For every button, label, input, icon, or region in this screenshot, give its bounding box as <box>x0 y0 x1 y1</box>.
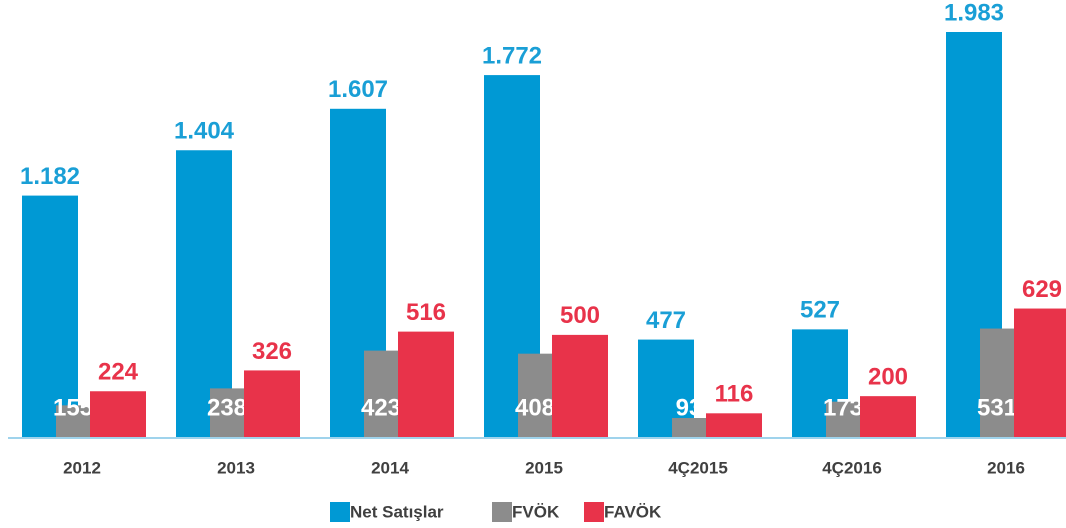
data-label: 238 <box>207 394 247 421</box>
data-label: 200 <box>868 363 908 390</box>
legend-swatch <box>330 502 350 522</box>
x-tick-label: 4Ç2016 <box>822 458 882 477</box>
legend-label: Net Satışlar <box>350 502 444 521</box>
data-label: 516 <box>406 299 446 326</box>
legend-label: FVÖK <box>512 502 560 521</box>
data-label: 1.772 <box>482 42 542 69</box>
legend-swatch <box>492 502 512 522</box>
x-tick-label: 4Ç2015 <box>668 458 728 477</box>
x-tick-label: 2014 <box>371 458 409 477</box>
data-label: 1.182 <box>20 163 80 190</box>
x-tick-label: 2013 <box>217 458 255 477</box>
bar <box>244 370 300 437</box>
bar <box>980 328 1014 437</box>
data-label: 1.404 <box>174 118 235 145</box>
bar <box>1014 308 1066 437</box>
data-label: 629 <box>1022 276 1062 303</box>
data-label: 1.983 <box>944 0 1004 26</box>
bar <box>860 396 916 437</box>
x-tick-label: 2012 <box>63 458 101 477</box>
bar <box>90 391 146 437</box>
data-label: 1.607 <box>328 76 388 103</box>
data-label: 173 <box>823 394 863 421</box>
bar <box>398 331 454 437</box>
bar <box>672 418 706 437</box>
legend-swatch <box>584 502 604 522</box>
legend-label: FAVÖK <box>604 502 662 521</box>
x-tick-label: 2016 <box>987 458 1025 477</box>
bar <box>56 405 90 437</box>
bar <box>826 401 860 437</box>
data-label: 224 <box>98 359 139 386</box>
bar <box>552 334 608 437</box>
data-label: 423 <box>361 394 401 421</box>
bar <box>518 353 552 437</box>
data-label: 155 <box>53 394 93 421</box>
data-label: 326 <box>252 338 292 365</box>
bar <box>210 388 244 437</box>
data-label: 116 <box>715 381 754 408</box>
bar <box>706 413 762 437</box>
bar <box>22 195 78 437</box>
data-label: 531 <box>977 394 1017 421</box>
data-label: 527 <box>800 297 840 324</box>
data-label: 477 <box>646 307 686 334</box>
bar <box>364 350 398 437</box>
data-label: 93 <box>676 394 703 421</box>
data-label: 408 <box>515 394 555 421</box>
x-tick-label: 2015 <box>525 458 563 477</box>
data-label: 500 <box>560 302 600 329</box>
